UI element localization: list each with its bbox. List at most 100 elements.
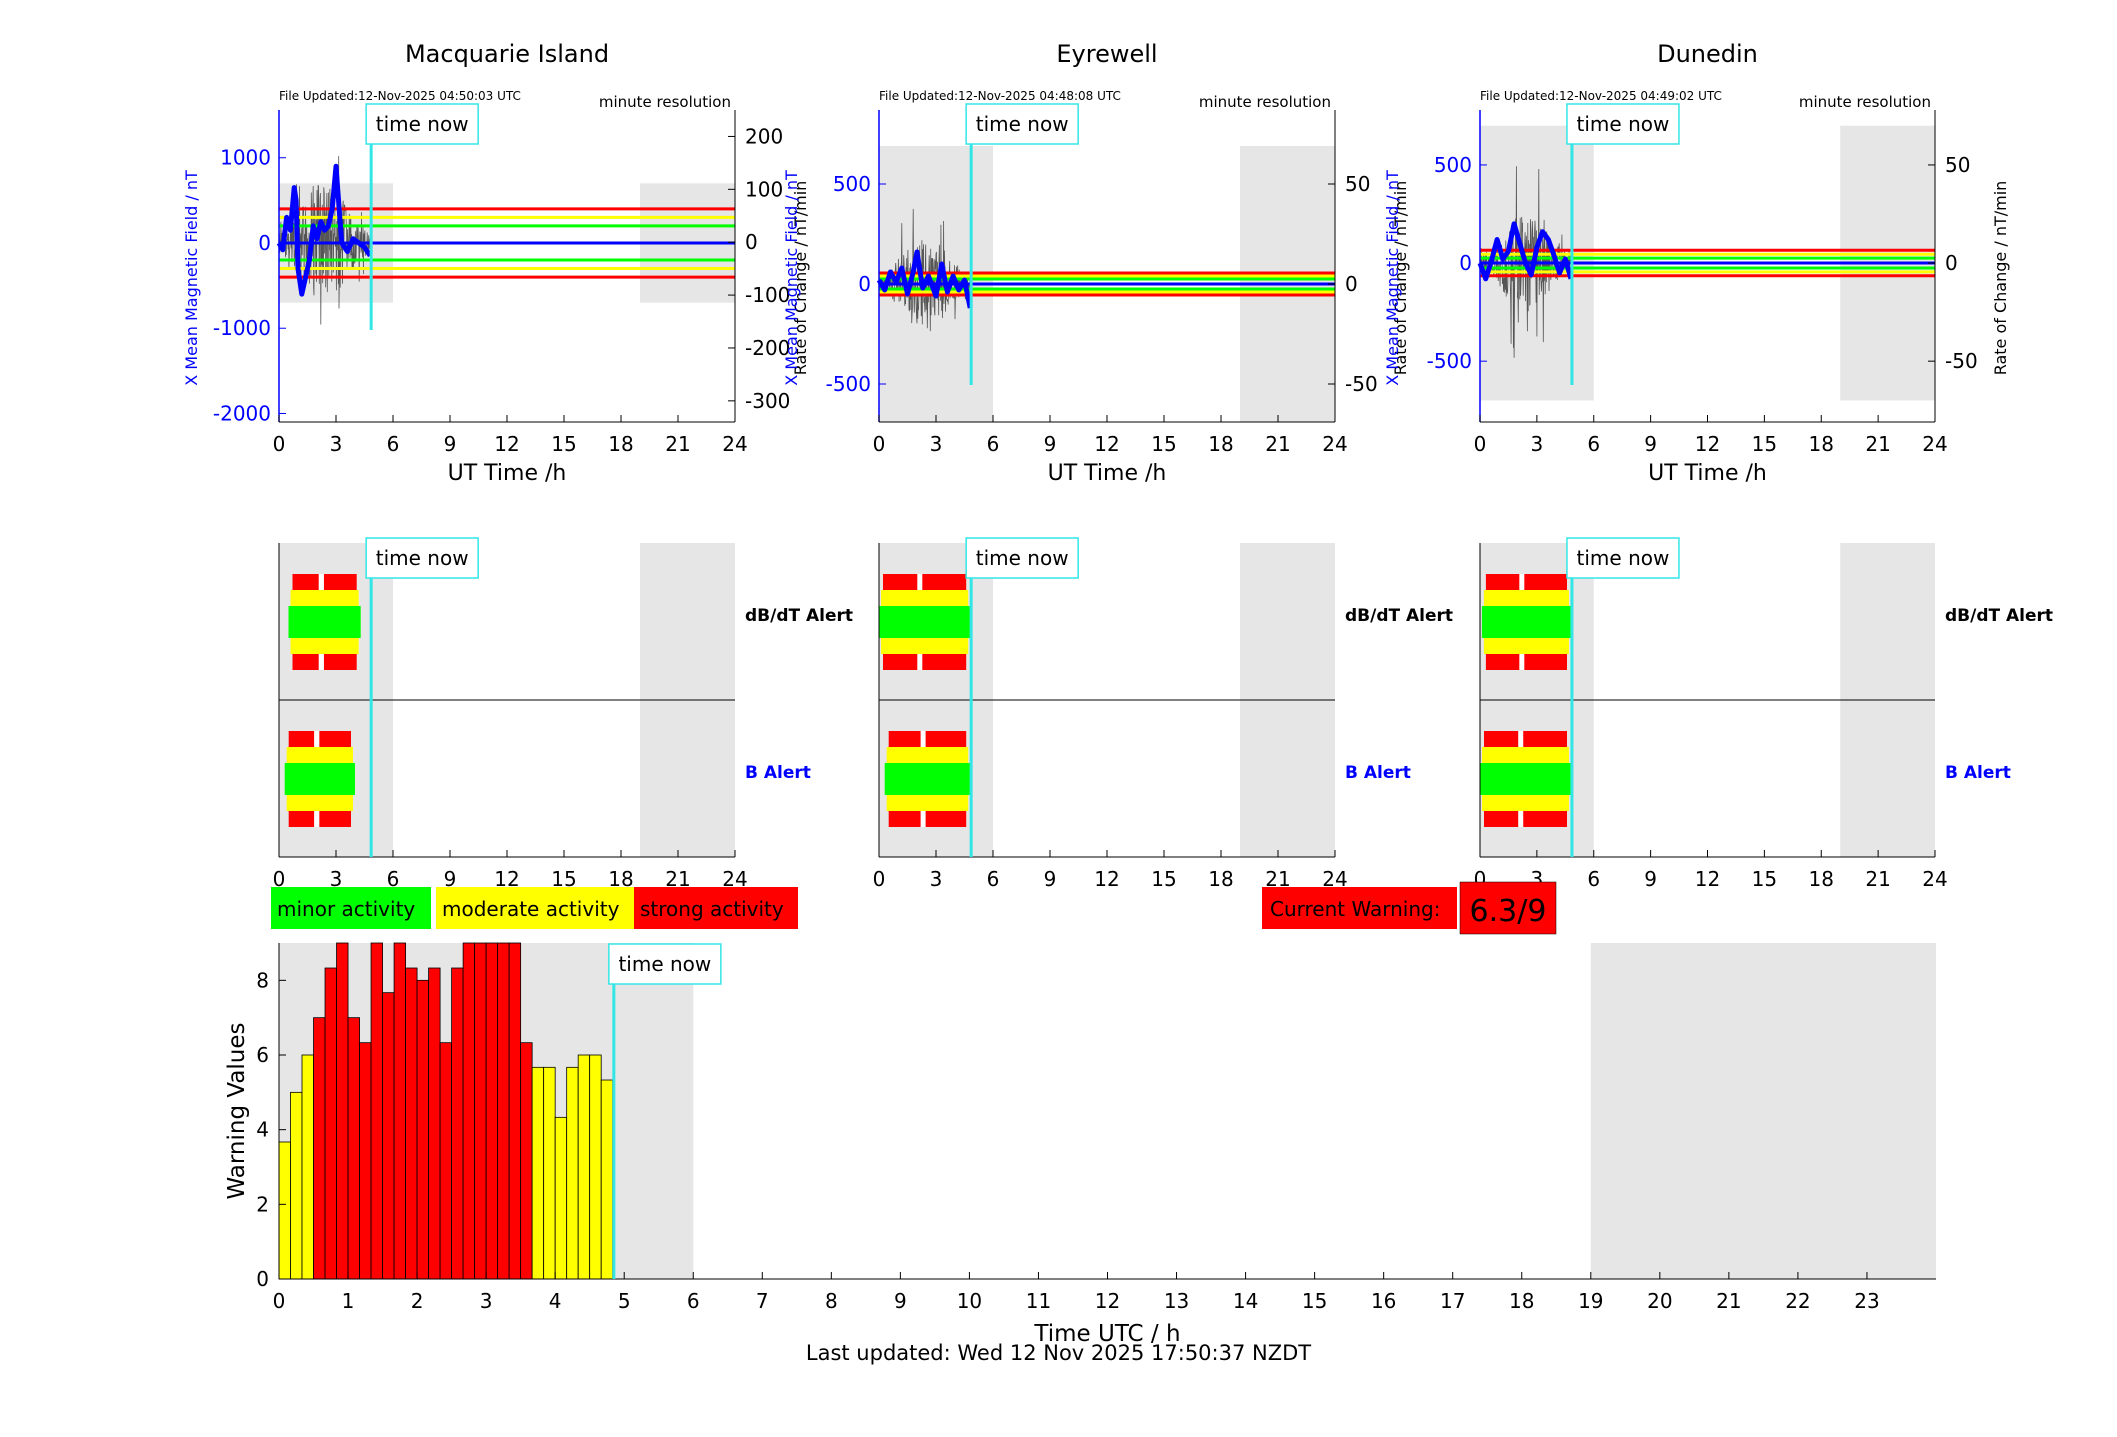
right-tick-label: 50 bbox=[1345, 172, 1370, 196]
left-tick-label: 500 bbox=[1434, 153, 1472, 177]
station-title: Eyrewell bbox=[1056, 40, 1157, 68]
x-tick-label: 14 bbox=[1233, 1289, 1258, 1313]
current-warning-label: Current Warning: bbox=[1270, 897, 1440, 921]
warning-bar bbox=[301, 1054, 314, 1280]
x-axis-title: UT Time /h bbox=[448, 461, 567, 486]
warning-bar bbox=[405, 967, 418, 1280]
x-tick-label: 4 bbox=[549, 1289, 562, 1313]
warning-bar bbox=[589, 1054, 602, 1280]
left-tick-label: 500 bbox=[833, 172, 871, 196]
x-tick-label: 9 bbox=[444, 432, 457, 456]
x-tick-label: 15 bbox=[1752, 432, 1777, 456]
x-tick-label: 21 bbox=[1265, 432, 1290, 456]
right-tick-label: -50 bbox=[1345, 372, 1378, 396]
right-tick-label: -50 bbox=[1945, 349, 1978, 373]
time-now-box bbox=[365, 103, 479, 145]
x-axis-title: UT Time /h bbox=[1048, 461, 1167, 486]
x-tick-label: 19 bbox=[1578, 1289, 1603, 1313]
x-tick-label: 6 bbox=[387, 432, 400, 456]
x-tick-label: 6 bbox=[687, 1289, 700, 1313]
warning-bar bbox=[566, 1066, 579, 1280]
warning-bar bbox=[370, 942, 383, 1280]
alert-gap bbox=[318, 654, 324, 670]
left-tick-label: 0 bbox=[258, 231, 271, 255]
time-now-label: time now bbox=[1577, 112, 1670, 136]
x-tick-label: 21 bbox=[1865, 867, 1890, 891]
x-tick-label: 24 bbox=[1922, 867, 1947, 891]
station-title: Macquarie Island bbox=[405, 40, 609, 68]
y-tick-label: 6 bbox=[256, 1043, 269, 1067]
file-updated-text: File Updated:12-Nov-2025 04:49:02 UTC bbox=[1480, 89, 1722, 103]
x-tick-label: 9 bbox=[1644, 432, 1657, 456]
current-warning: Current Warning: 6.3/9 bbox=[1262, 881, 1557, 935]
x-tick-label: 15 bbox=[1151, 867, 1176, 891]
alert-gap bbox=[920, 731, 926, 747]
time-now-label: time now bbox=[976, 546, 1069, 570]
file-updated-text: File Updated:12-Nov-2025 04:50:03 UTC bbox=[279, 89, 521, 103]
left-tick-label: -2000 bbox=[213, 401, 271, 425]
warning-bar bbox=[531, 1066, 545, 1280]
x-tick-label: 9 bbox=[444, 867, 457, 891]
b-alert-label: B Alert bbox=[1945, 763, 2011, 783]
y-tick-label: 0 bbox=[256, 1267, 269, 1291]
x-tick-label: 20 bbox=[1647, 1289, 1672, 1313]
x-tick-label: 13 bbox=[1164, 1289, 1189, 1313]
left-axis-title: X Mean Magnetic Field / nT bbox=[182, 170, 201, 386]
x-tick-label: 12 bbox=[1094, 867, 1119, 891]
x-tick-label: 3 bbox=[930, 432, 943, 456]
x-tick-label: 23 bbox=[1854, 1289, 1879, 1313]
x-tick-label: 12 bbox=[1695, 432, 1720, 456]
dbdt-alert-label: dB/dT Alert bbox=[1945, 606, 2053, 626]
alert-gap bbox=[917, 574, 923, 590]
rate-of-change-trace bbox=[878, 208, 971, 332]
warning-bar bbox=[451, 967, 464, 1280]
alert-band-minor bbox=[1481, 606, 1571, 638]
x-tick-label: 18 bbox=[1809, 867, 1834, 891]
time-now-box bbox=[965, 537, 1079, 579]
alert-band-minor bbox=[284, 763, 355, 795]
station-panel-2: Eyrewell time now File Updated:12-Nov-2025… bbox=[782, 40, 1410, 486]
y-axis-title: Warning Values bbox=[224, 1022, 250, 1199]
x-tick-label: 22 bbox=[1785, 1289, 1810, 1313]
activity-legend: minor activity moderate activity strong ac… bbox=[271, 887, 798, 929]
left-tick-label: -500 bbox=[1427, 349, 1472, 373]
shade-region bbox=[1590, 943, 1936, 1279]
right-tick-label: -100 bbox=[745, 283, 790, 307]
y-tick-label: 2 bbox=[256, 1192, 269, 1216]
right-tick-label: -300 bbox=[745, 389, 790, 413]
x-tick-label: 21 bbox=[665, 432, 690, 456]
x-tick-label: 9 bbox=[1044, 432, 1057, 456]
left-tick-label: -1000 bbox=[213, 316, 271, 340]
x-tick-label: 6 bbox=[387, 867, 400, 891]
x-tick-label: 24 bbox=[1322, 432, 1347, 456]
warning-bar bbox=[600, 1079, 614, 1280]
x-tick-label: 18 bbox=[608, 432, 633, 456]
time-now-label: time now bbox=[976, 112, 1069, 136]
warning-bar bbox=[336, 942, 349, 1280]
warning-bar bbox=[508, 942, 522, 1280]
x-tick-label: 18 bbox=[1208, 432, 1233, 456]
right-axis-title: Rate of Change / nT/min bbox=[1391, 181, 1410, 376]
x-tick-label: 18 bbox=[1809, 432, 1834, 456]
field-trace bbox=[1477, 221, 1574, 282]
x-tick-label: 9 bbox=[1644, 867, 1657, 891]
warning-bar bbox=[577, 1054, 591, 1280]
right-tick-label: 0 bbox=[745, 230, 758, 254]
x-tick-label: 9 bbox=[894, 1289, 907, 1313]
resolution-text: minute resolution bbox=[1799, 93, 1931, 111]
b-alert-label: B Alert bbox=[1345, 763, 1411, 783]
x-tick-label: 6 bbox=[1587, 867, 1600, 891]
time-now-box bbox=[365, 537, 479, 579]
x-axis-title: UT Time /h bbox=[1648, 461, 1767, 486]
resolution-text: minute resolution bbox=[1199, 93, 1331, 111]
warning-bar bbox=[347, 1017, 360, 1280]
legend-minor-swatch bbox=[271, 887, 431, 929]
time-now-label: time now bbox=[376, 112, 469, 136]
x-tick-label: 3 bbox=[330, 867, 343, 891]
time-now-box bbox=[965, 103, 1079, 145]
left-tick-label: 1000 bbox=[220, 146, 271, 170]
right-tick-label: 0 bbox=[1345, 272, 1358, 296]
